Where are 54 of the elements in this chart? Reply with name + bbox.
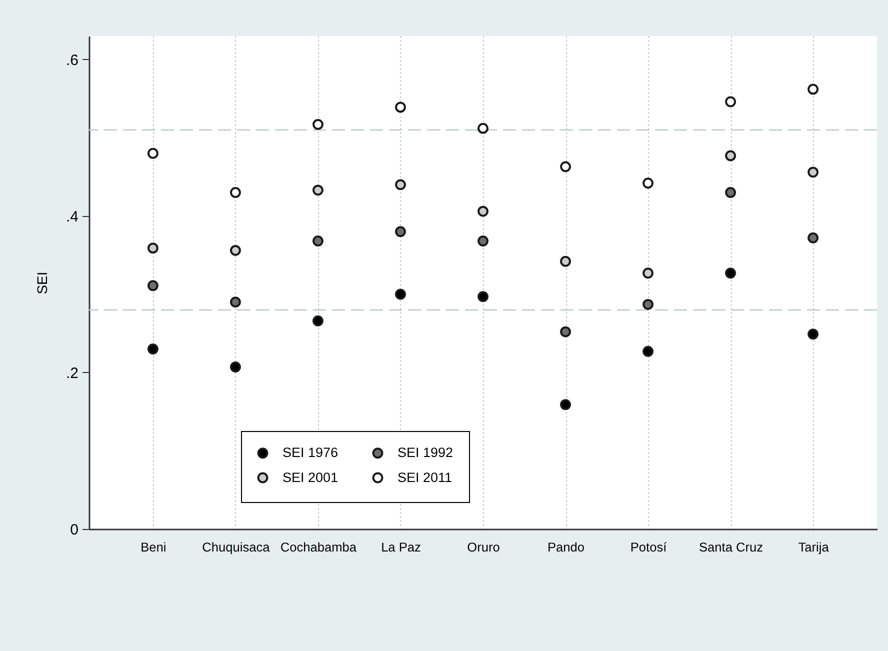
point	[312, 236, 324, 246]
point	[147, 242, 158, 254]
point	[312, 118, 324, 130]
x-tick-label: Chuquisaca	[202, 540, 271, 554]
legend-label: SEI 1976	[282, 445, 338, 460]
point	[312, 315, 324, 326]
point	[395, 288, 406, 300]
point	[147, 280, 158, 292]
y-tick-label: .6	[66, 52, 78, 69]
point	[230, 296, 241, 308]
point	[395, 226, 406, 238]
point	[642, 178, 654, 189]
point	[478, 122, 488, 134]
point	[230, 244, 241, 256]
point	[808, 232, 819, 244]
legend-label: SEI 2001	[282, 470, 338, 485]
point	[560, 399, 571, 410]
point	[642, 298, 654, 310]
point	[725, 150, 736, 162]
x-tick-label: Tarija	[798, 540, 830, 554]
point	[642, 346, 654, 357]
point	[312, 184, 324, 196]
point	[147, 148, 158, 159]
point	[478, 206, 488, 217]
point	[642, 268, 654, 279]
y-tick-label: .4	[66, 208, 78, 226]
point	[560, 326, 571, 338]
y-tick-label: 0	[70, 522, 78, 538]
point	[725, 187, 736, 198]
x-tick-label: Potosí	[630, 540, 668, 554]
point	[395, 179, 406, 190]
x-tick-label: Beni	[140, 540, 166, 554]
point	[230, 362, 241, 372]
y-axis-title: SEI	[34, 272, 50, 294]
x-tick-label: Santa Cruz	[699, 540, 764, 554]
legend-label: SEI 2011	[398, 470, 452, 485]
x-tick-label: La Paz	[381, 540, 421, 554]
x-tick-label: Cochabamba	[280, 540, 358, 554]
point	[560, 161, 571, 172]
point	[560, 256, 571, 267]
point	[230, 187, 241, 198]
point	[725, 268, 736, 279]
point	[478, 291, 488, 302]
x-tick-label: Oruro	[467, 540, 500, 554]
legend-label: SEI 1992	[398, 445, 454, 460]
point	[478, 236, 488, 246]
y-tick-label: .2	[66, 364, 78, 382]
point	[808, 328, 819, 340]
x-tick-label: Pando	[548, 540, 585, 554]
point	[725, 96, 736, 108]
point	[808, 166, 819, 178]
point	[808, 84, 819, 95]
point	[395, 102, 406, 113]
point	[147, 344, 158, 354]
